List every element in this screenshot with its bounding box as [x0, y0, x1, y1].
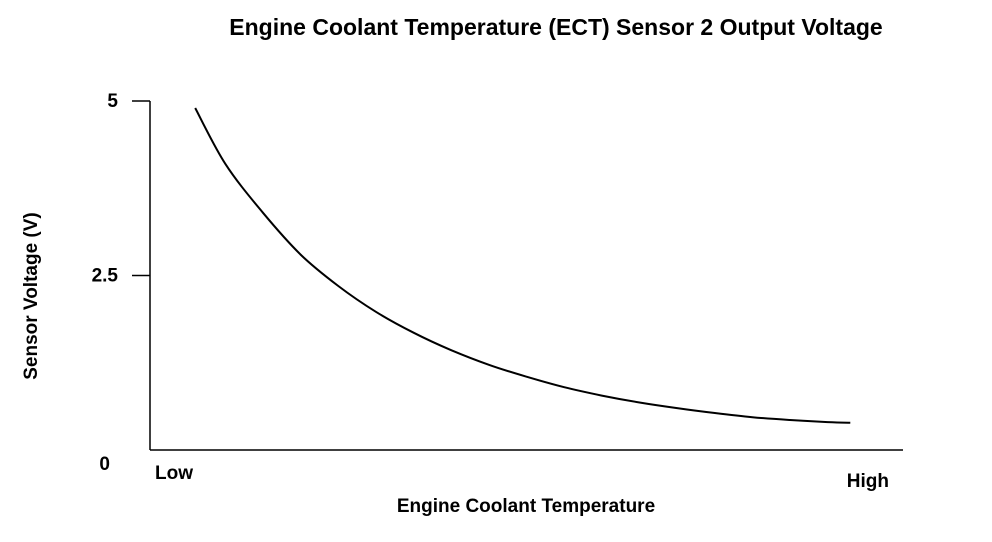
x-axis-label: Engine Coolant Temperature	[396, 496, 656, 517]
x-tick-label-low: Low	[155, 463, 193, 484]
series-line	[194, 107, 851, 424]
y-tick-label: 5	[107, 91, 118, 112]
chart-title: Engine Coolant Temperature (ECT) Sensor …	[229, 14, 883, 40]
x-tick-label-high: High	[847, 471, 889, 492]
y-tick-label: 0	[99, 454, 110, 475]
y-tick-label: 2.5	[92, 266, 119, 287]
